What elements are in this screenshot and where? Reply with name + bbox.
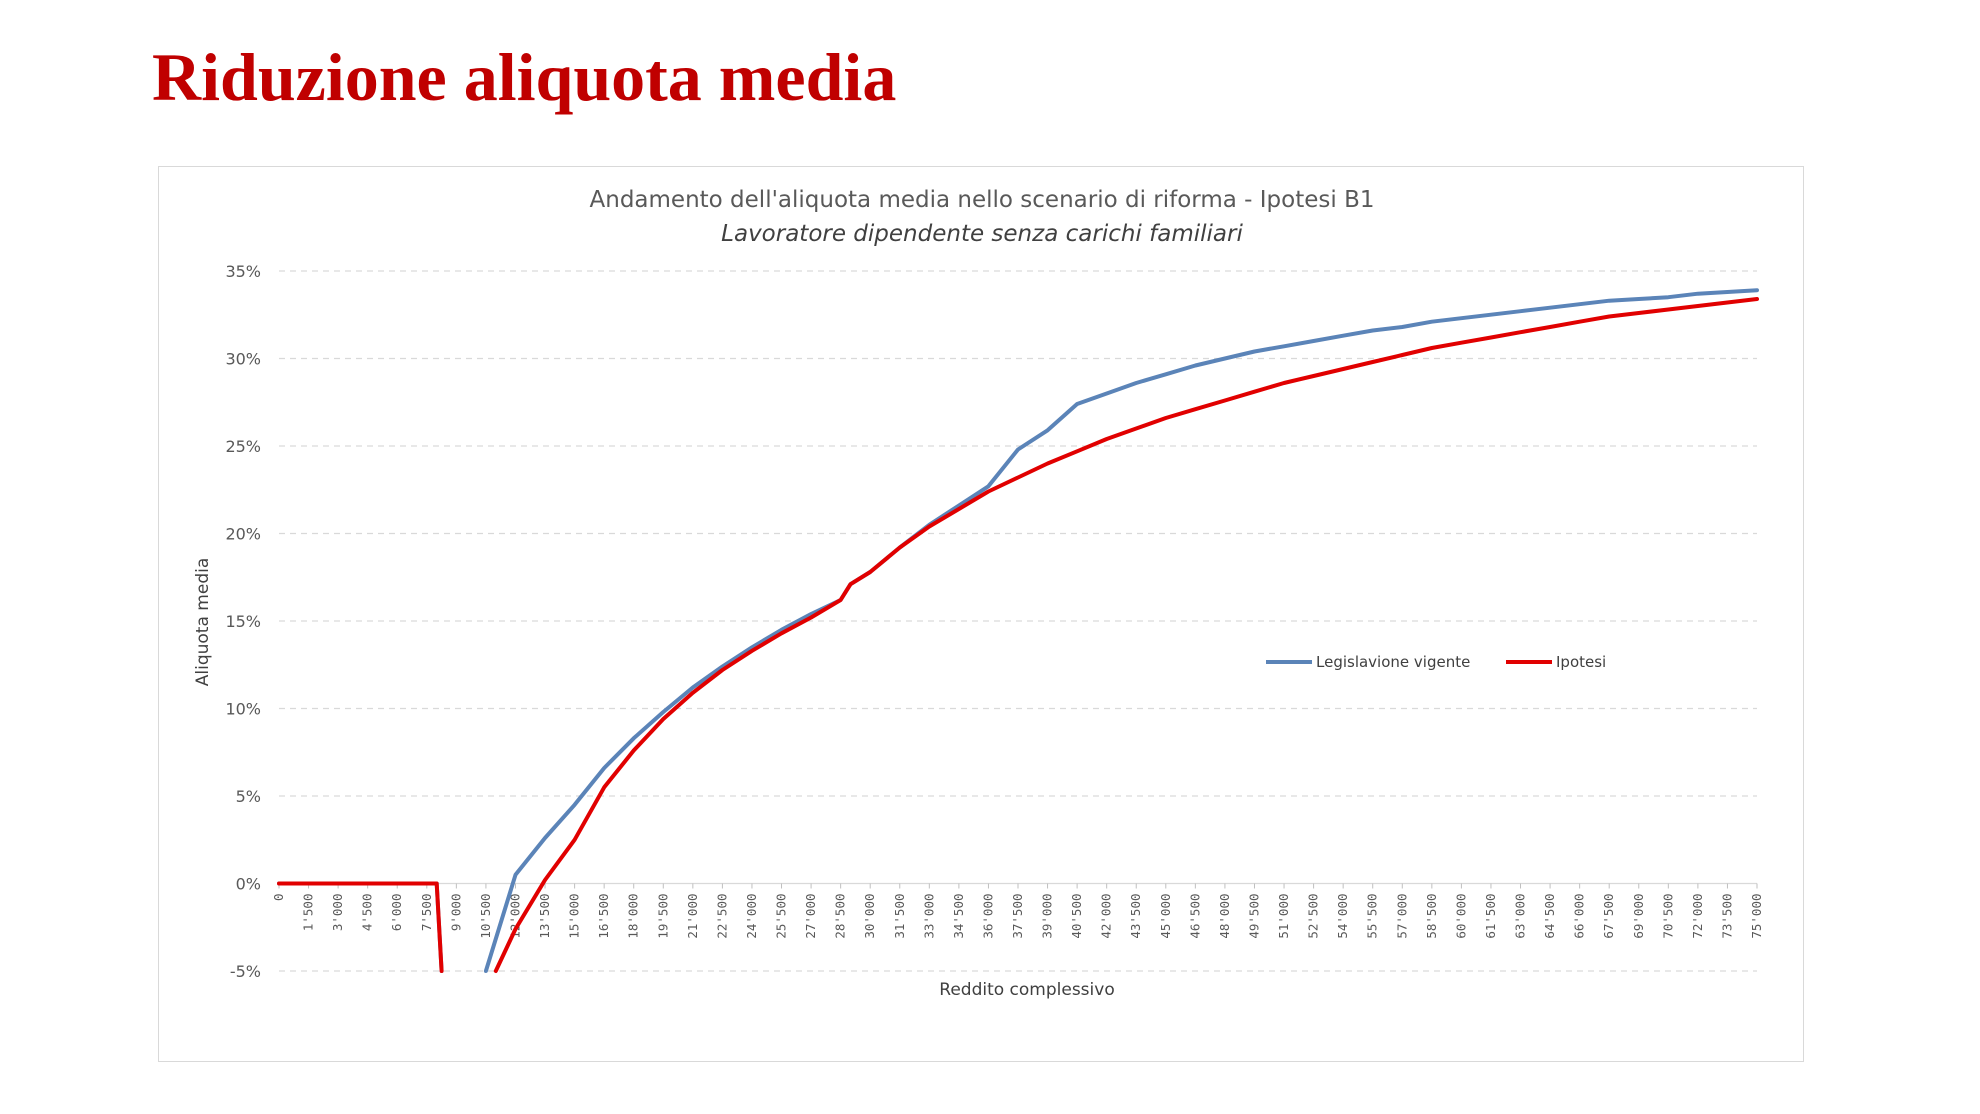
x-tick-label: 64'500 <box>1542 894 1557 939</box>
y-axis-label: Aliquota media <box>193 558 213 686</box>
x-tick-label: 36'000 <box>980 894 995 939</box>
y-tick-label: 25% <box>225 437 261 456</box>
y-tick-label: -5% <box>230 962 261 981</box>
x-tick-label: 57'000 <box>1394 894 1409 939</box>
y-tick-label: 5% <box>236 787 261 806</box>
x-tick-label: 7'500 <box>419 894 434 932</box>
x-tick-label: 66'000 <box>1572 894 1587 939</box>
x-tick-label: 67'500 <box>1601 894 1616 939</box>
x-tick-label: 19'500 <box>655 894 670 939</box>
chart-title: Andamento dell'aliquota media nello scen… <box>590 187 1375 213</box>
x-tick-label: 45'000 <box>1158 894 1173 939</box>
chart-subtitle: Lavoratore dipendente senza carichi fami… <box>721 221 1243 247</box>
x-tick-label: 25'500 <box>774 894 789 939</box>
x-tick-label: 0 <box>271 894 286 902</box>
x-tick-label: 28'500 <box>833 894 848 939</box>
x-tick-label: 39'000 <box>1040 894 1055 939</box>
x-tick-label: 69'000 <box>1631 894 1646 939</box>
x-tick-label: 31'500 <box>892 894 907 939</box>
x-tick-label: 16'500 <box>596 894 611 939</box>
x-tick-label: 60'000 <box>1453 894 1468 939</box>
x-tick-label: 30'000 <box>862 894 877 939</box>
x-tick-label: 61'500 <box>1483 894 1498 939</box>
x-axis-label: Reddito complessivo <box>939 980 1114 1000</box>
series-line-ipotesi <box>277 881 444 973</box>
x-tick-label: 4'500 <box>360 894 375 932</box>
x-tick-label: 55'500 <box>1365 894 1380 939</box>
x-tick-label: 51'000 <box>1276 894 1291 939</box>
x-tick-label: 1'500 <box>301 894 316 932</box>
y-tick-label: 35% <box>225 262 261 281</box>
x-tick-label: 10'500 <box>478 894 493 939</box>
y-tick-label: 20% <box>225 525 261 544</box>
x-tick-label: 43'500 <box>1128 894 1143 939</box>
gridlines <box>279 270 1757 972</box>
x-tick-label: 52'500 <box>1306 894 1321 939</box>
x-tick-label: 40'500 <box>1069 894 1084 939</box>
x-tick-label: 54'000 <box>1335 894 1350 939</box>
x-tick-label: 33'000 <box>921 894 936 939</box>
series-line-ipotesi <box>493 297 1759 973</box>
y-tick-label: 0% <box>236 875 261 894</box>
y-tick-label: 10% <box>225 700 261 719</box>
legend: Legislavione vigente Ipotesi <box>1266 653 1606 671</box>
x-tick-label: 70'500 <box>1660 894 1675 939</box>
x-tick-label: 21'000 <box>685 894 700 939</box>
x-tick-label: 42'000 <box>1099 894 1114 939</box>
chart: Andamento dell'aliquota media nello scen… <box>193 187 1764 1000</box>
x-tick-label: 15'000 <box>567 894 582 939</box>
x-tick-label: 73'500 <box>1719 894 1734 939</box>
x-axis-ticks: 0 1'500 3'000 4'500 6'000 7'500 9'000 10'500 12'… <box>271 883 1764 939</box>
x-tick-label: 48'000 <box>1217 894 1232 939</box>
y-tick-label: 30% <box>225 350 261 369</box>
x-tick-label: 6'000 <box>389 894 404 932</box>
x-tick-label: 24'000 <box>744 894 759 939</box>
slide-title: Riduzione aliquota media <box>152 39 897 115</box>
x-tick-label: 58'500 <box>1424 894 1439 939</box>
x-tick-label: 9'000 <box>448 894 463 932</box>
legend-label: Legislavione vigente <box>1316 653 1470 671</box>
x-tick-label: 3'000 <box>330 894 345 932</box>
x-tick-label: 22'500 <box>714 894 729 939</box>
x-tick-label: 13'500 <box>537 894 552 939</box>
x-tick-label: 72'000 <box>1690 894 1705 939</box>
x-tick-label: 49'500 <box>1246 894 1261 939</box>
y-axis-ticks: -5% 0% 5% 10% 15% 20% 25% 30% 35% <box>225 262 261 981</box>
x-tick-label: 27'000 <box>803 894 818 939</box>
x-tick-label: 34'500 <box>951 894 966 939</box>
series-line-vigente <box>483 288 1759 973</box>
x-tick-label: 46'500 <box>1187 894 1202 939</box>
chart-frame: Andamento dell'aliquota media nello scen… <box>158 166 1804 1062</box>
x-tick-label: 18'000 <box>626 894 641 939</box>
x-tick-label: 75'000 <box>1749 894 1764 939</box>
series-lines <box>277 288 1759 973</box>
legend-label: Ipotesi <box>1556 653 1606 671</box>
y-tick-label: 15% <box>225 612 261 631</box>
x-tick-label: 63'000 <box>1513 894 1528 939</box>
x-tick-label: 37'500 <box>1010 894 1025 939</box>
